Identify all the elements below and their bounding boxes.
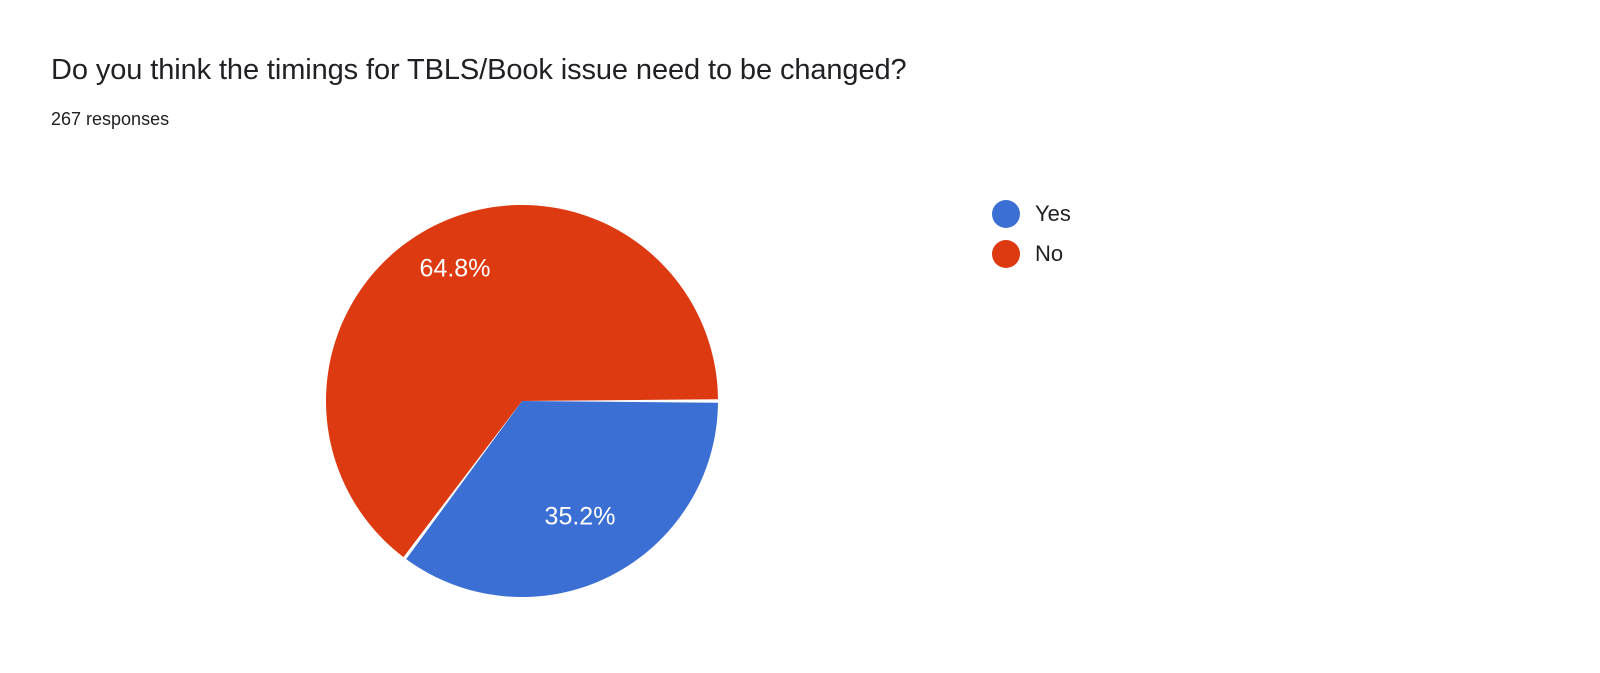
pie-slice-label-no: 64.8%: [420, 255, 491, 283]
circle-swatch-icon: [992, 240, 1020, 268]
circle-swatch-icon: [992, 200, 1020, 228]
pie-slice-yes[interactable]: [406, 401, 718, 597]
chart-plot-area: 64.8% 35.2%: [0, 150, 1600, 673]
response-count-label: 267 responses: [51, 109, 170, 129]
pie-slice-no[interactable]: [326, 204, 718, 558]
legend-item-yes[interactable]: Yes: [992, 200, 1071, 228]
legend-item-label: Yes: [1035, 201, 1071, 226]
chart-legend: Yes No: [992, 200, 1071, 268]
page-title: Do you think the timings for TBLS/Book i…: [51, 54, 907, 86]
pie-slice-label-yes: 35.2%: [545, 503, 616, 531]
pie-chart-svg: 64.8% 35.2%: [326, 204, 718, 597]
legend-item-no[interactable]: No: [992, 240, 1071, 268]
legend-item-label: No: [1035, 241, 1064, 266]
